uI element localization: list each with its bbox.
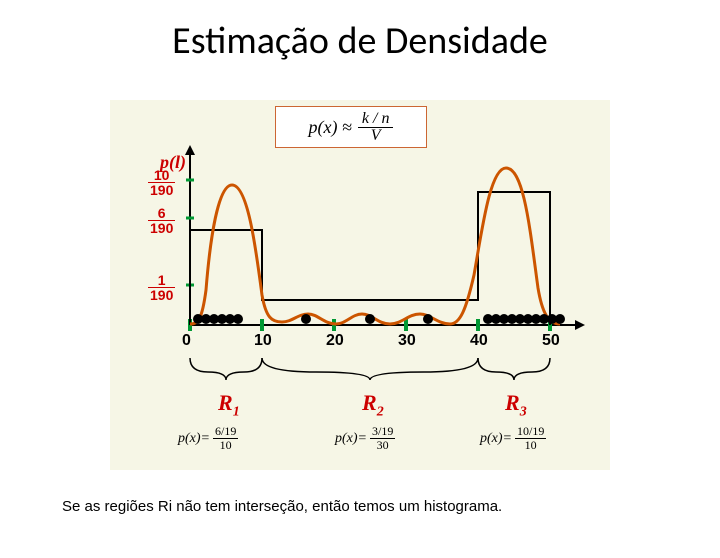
density-diagram: p(x) ≈ k / n V p(l) 10190619011900102030… xyxy=(110,100,610,470)
x-tick-label: 20 xyxy=(326,332,344,350)
page-title: Estimação de Densidade xyxy=(0,18,720,64)
x-tick-label: 30 xyxy=(398,332,416,350)
x-tick-label: 50 xyxy=(542,332,560,350)
region-label: R3 xyxy=(505,390,527,420)
y-tick-label: 6190 xyxy=(148,206,175,235)
region-label: R2 xyxy=(362,390,384,420)
x-tick-label: 40 xyxy=(470,332,488,350)
region-formula: p(x)=3/1930 xyxy=(335,425,395,452)
plot-svg xyxy=(110,100,610,470)
caption: Se as regiões Ri não tem interseção, ent… xyxy=(62,498,502,515)
region-formula: p(x)=10/1910 xyxy=(480,425,546,452)
x-tick-label: 0 xyxy=(182,332,191,350)
region-label: R1 xyxy=(218,390,240,420)
y-tick-label: 1190 xyxy=(148,273,175,302)
y-tick-label: 10190 xyxy=(148,168,175,197)
region-formula: p(x)=6/1910 xyxy=(178,425,238,452)
x-tick-label: 10 xyxy=(254,332,272,350)
